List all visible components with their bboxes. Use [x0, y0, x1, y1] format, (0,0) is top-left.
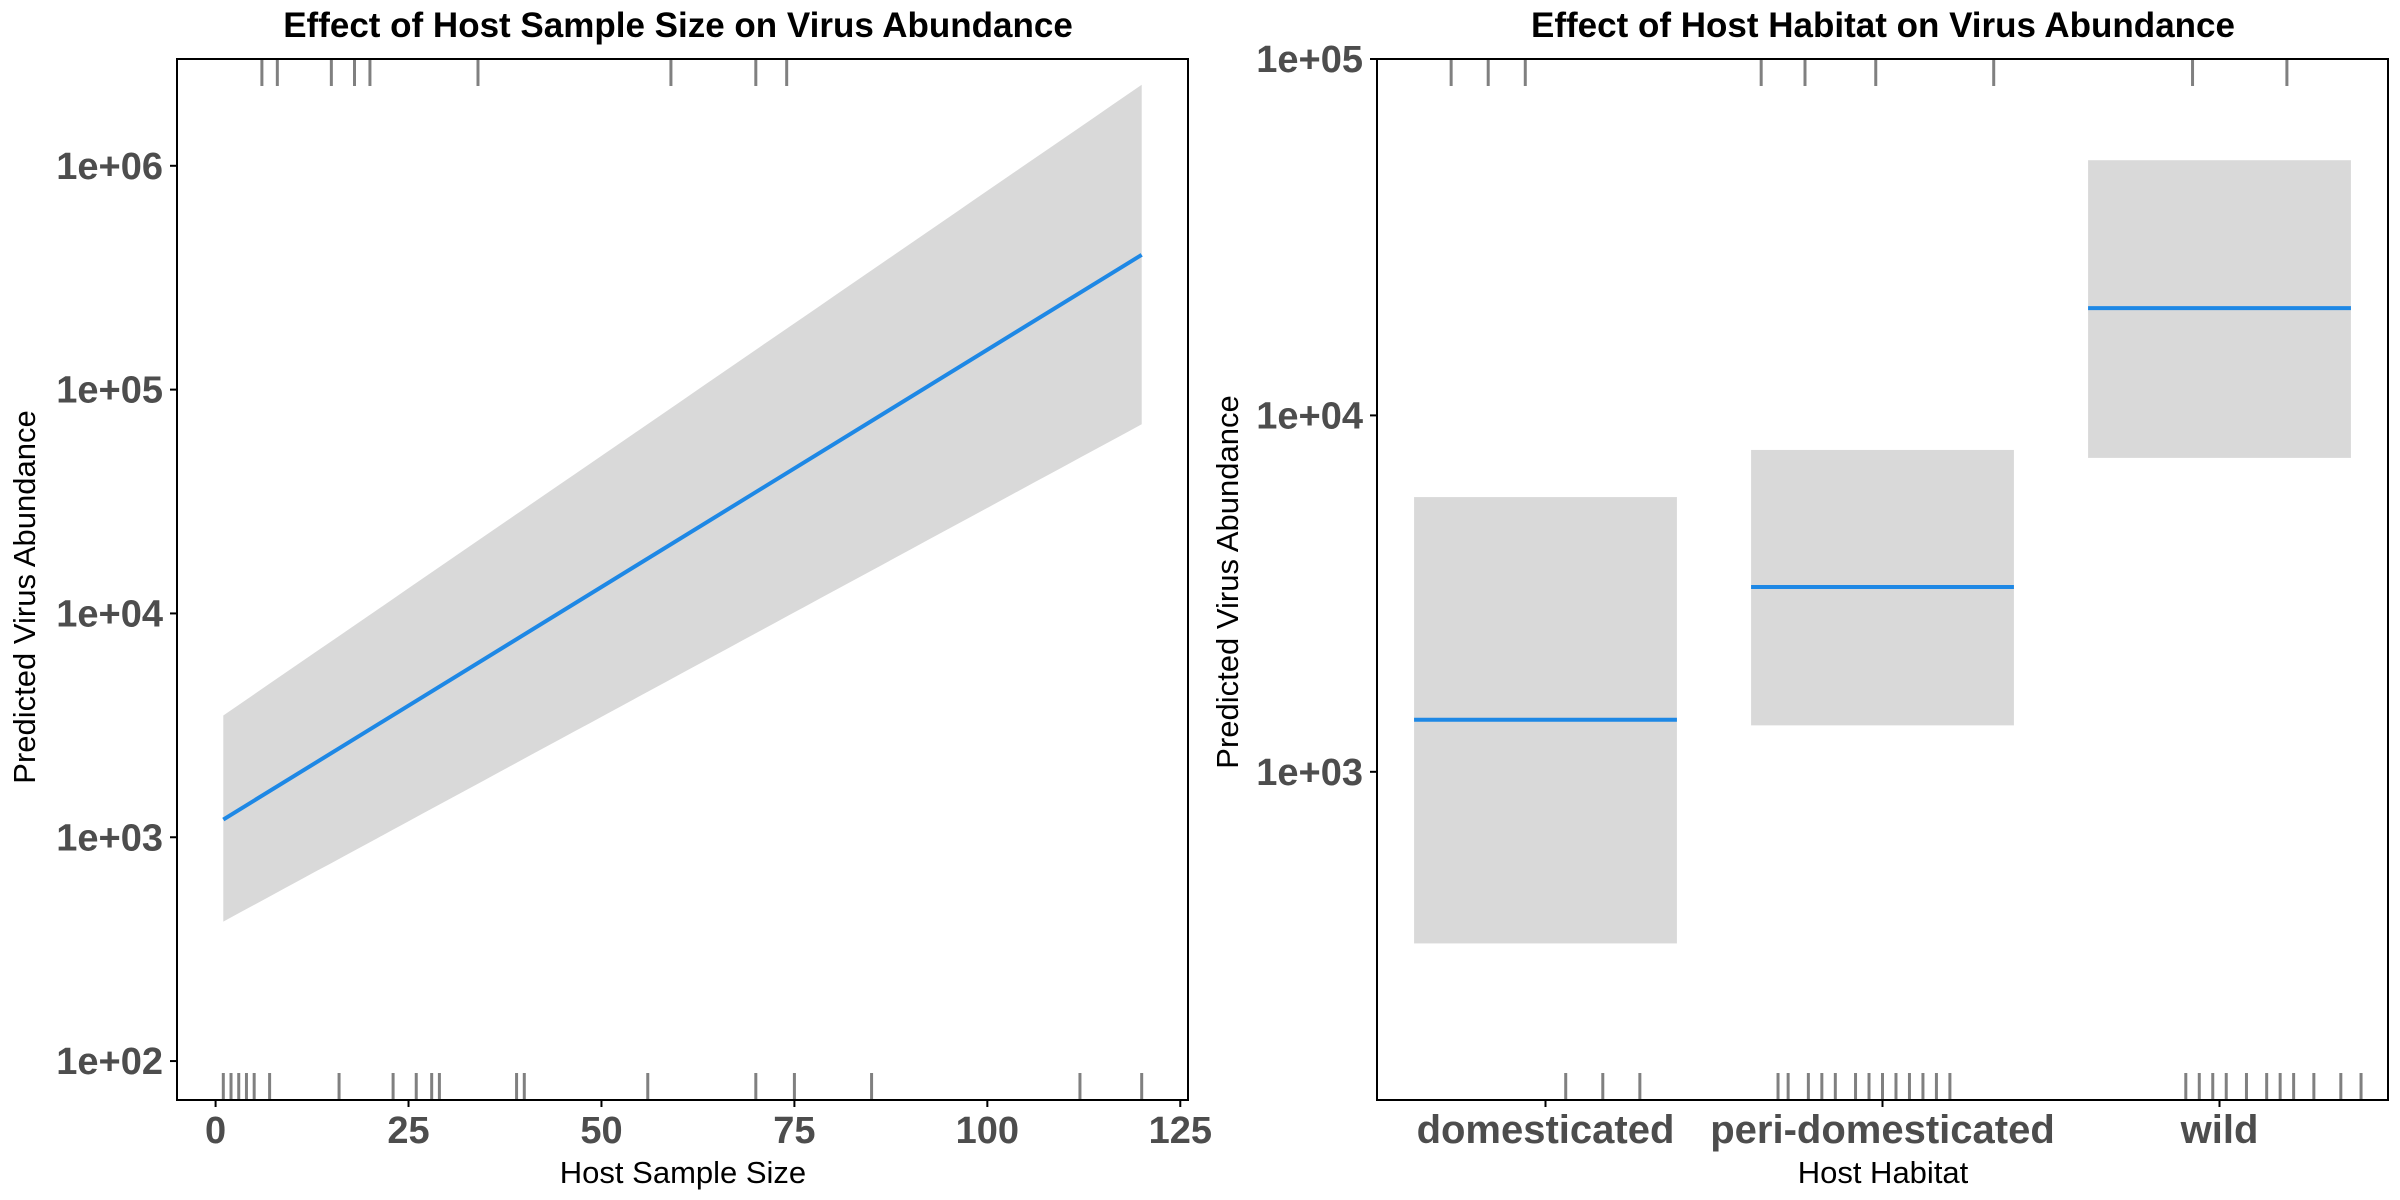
- left-y-tick-layer: 1e+02 1e+03 1e+04 1e+05 1e+06: [56, 146, 177, 1083]
- right-estimate-line-layer: [1414, 306, 2351, 722]
- right-rug-layer: [1449, 59, 2363, 1100]
- right-y-axis-label: Predicted Virus Abundance: [1210, 395, 1245, 768]
- left-chart-title: Effect of Host Sample Size on Virus Abun…: [283, 6, 1073, 45]
- confidence-band: [223, 84, 1142, 922]
- y-tick-label: 1e+06: [56, 146, 163, 188]
- right-x-tick-layer: domesticated peri-domesticated wild: [1417, 1100, 2259, 1152]
- y-tick-label: 1e+02: [56, 1041, 163, 1083]
- x-tick-label: 75: [773, 1110, 815, 1152]
- x-tick-label: 0: [205, 1110, 226, 1152]
- right-y-tick-layer: 1e+03 1e+04 1e+05: [1256, 39, 1377, 794]
- left-x-axis-label: Host Sample Size: [560, 1155, 806, 1190]
- left-plot-frame: [176, 58, 1189, 1101]
- right-panel: Effect of Host Habitat on Virus Abundanc…: [1210, 6, 2389, 1190]
- left-panel: Effect of Host Sample Size on Virus Abun…: [7, 6, 1212, 1190]
- category-label: wild: [2180, 1108, 2259, 1152]
- y-tick-label: 1e+04: [1256, 395, 1363, 437]
- x-tick-label: 100: [956, 1110, 1019, 1152]
- left-confidence-band-layer: [223, 84, 1142, 922]
- right-x-axis-label: Host Habitat: [1798, 1155, 1969, 1190]
- left-x-tick-layer: 0 25 50 75 100 125: [205, 1100, 1212, 1152]
- left-y-axis-label: Predicted Virus Abundance: [7, 410, 42, 783]
- category-label: peri-domesticated: [1710, 1108, 2055, 1152]
- x-tick-label: 25: [387, 1110, 429, 1152]
- y-tick-label: 1e+03: [56, 817, 163, 859]
- fit-line: [222, 253, 1143, 822]
- y-tick-label: 1e+04: [56, 593, 163, 635]
- x-tick-label: 50: [580, 1110, 622, 1152]
- right-ci-box-layer: [1414, 160, 2351, 944]
- y-tick-label: 1e+03: [1256, 752, 1363, 794]
- y-tick-label: 1e+05: [1256, 39, 1363, 81]
- left-rug-layer: [221, 59, 1144, 1100]
- x-tick-label: 125: [1149, 1110, 1212, 1152]
- y-tick-label: 1e+05: [56, 370, 163, 412]
- left-fit-line-layer: [222, 253, 1143, 822]
- right-chart-title: Effect of Host Habitat on Virus Abundanc…: [1531, 6, 2235, 45]
- category-label: domesticated: [1417, 1108, 1675, 1152]
